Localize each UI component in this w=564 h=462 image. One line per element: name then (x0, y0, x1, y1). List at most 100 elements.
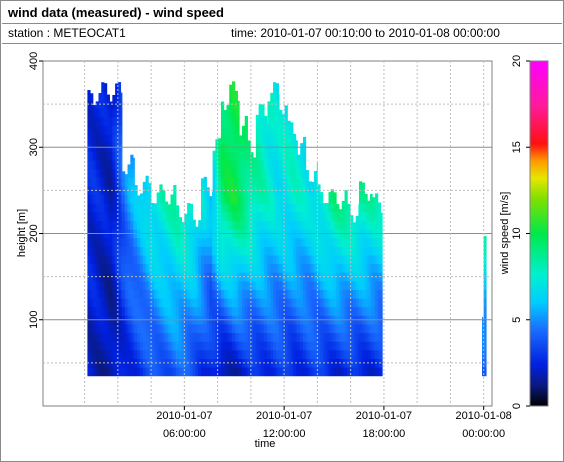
heatmap-cell (367, 246, 371, 256)
heatmap-cell (300, 151, 304, 161)
heatmap-cell (344, 349, 348, 359)
heatmap-cell (295, 194, 298, 204)
heatmap-cell (317, 184, 321, 187)
heatmap-cell (316, 358, 318, 368)
heatmap-cell (234, 367, 238, 377)
heatmap-cell (178, 289, 182, 299)
heatmap-cell (104, 289, 108, 299)
heatmap-cell (308, 324, 312, 334)
heatmap-cell (130, 177, 134, 187)
heatmap-cell (244, 272, 248, 282)
heatmap-cell (295, 168, 298, 178)
heatmap-cell (98, 280, 102, 290)
heatmap-cell (120, 186, 123, 196)
heatmap-cell (206, 211, 210, 221)
heatmap-cell (178, 341, 182, 351)
heatmap-cell (247, 255, 251, 265)
heatmap-cell (206, 306, 210, 316)
heatmap-cell (229, 289, 233, 299)
heatmap-cell (218, 367, 222, 377)
heatmap-cell (184, 220, 188, 230)
heatmap-cell (124, 186, 128, 196)
heatmap-cell (273, 341, 277, 351)
heatmap-cell (341, 349, 345, 359)
heatmap-cell (375, 332, 379, 342)
heatmap-cell (344, 358, 348, 368)
heatmap-cell (287, 134, 291, 144)
heatmap-cell (101, 298, 105, 308)
heatmap-cell (314, 170, 318, 178)
heatmap-cell (355, 306, 359, 316)
heatmap-cell (305, 341, 309, 351)
heatmap-cell (380, 237, 383, 247)
heatmap-cell (127, 341, 131, 351)
heatmap-cell (370, 289, 373, 299)
heatmap-cell (244, 298, 248, 308)
heatmap-cell (203, 263, 207, 273)
heatmap-cell (328, 341, 332, 351)
heatmap-cell (145, 177, 149, 187)
heatmap-cell (247, 186, 251, 196)
heatmap-cell (308, 255, 312, 265)
heatmap-cell (375, 237, 379, 247)
heatmap-cell (234, 151, 238, 161)
heatmap-cell (358, 255, 360, 265)
heatmap-cell (137, 349, 141, 359)
heatmap-cell (328, 280, 332, 290)
heatmap-cell (198, 255, 202, 265)
heatmap-cell (120, 211, 123, 221)
heatmap-cell (98, 324, 102, 334)
heatmap-cell (302, 237, 307, 247)
heatmap-cell (290, 324, 294, 334)
heatmap-cell (232, 151, 236, 161)
heatmap-cell (192, 306, 196, 316)
heatmap-cell (220, 108, 225, 118)
heatmap-cell (212, 186, 216, 196)
heatmap-cell (212, 341, 214, 351)
heatmap-cell (358, 289, 363, 299)
heatmap-cell (355, 237, 359, 247)
heatmap-cell (328, 194, 332, 204)
heatmap-cell (209, 358, 213, 368)
heatmap-cell (258, 203, 262, 213)
heatmap-cell (293, 133, 297, 135)
heatmap-cell (253, 246, 257, 256)
heatmap-cell (106, 177, 110, 187)
heatmap-cell (250, 289, 254, 299)
heatmap-cell (293, 151, 297, 161)
heatmap-cell (164, 298, 169, 308)
heatmap-cell (192, 220, 196, 230)
heatmap-cell (287, 263, 291, 273)
heatmap-cell (372, 255, 376, 265)
heatmap-cell (302, 255, 307, 265)
heatmap-cell (87, 160, 91, 170)
heatmap-cell (305, 367, 309, 377)
heatmap-cell (275, 177, 279, 187)
heatmap-cell (101, 194, 105, 204)
heatmap-cell (115, 367, 119, 377)
heatmap-cell (181, 298, 185, 308)
heatmap-cell (178, 255, 182, 265)
heatmap-cell (333, 280, 337, 290)
heatmap-cell (226, 341, 230, 351)
heatmap-cell (95, 349, 99, 359)
heatmap-cell (95, 237, 99, 247)
heatmap-cell (316, 203, 318, 213)
heatmap-cell (290, 211, 294, 221)
heatmap-cell (134, 324, 138, 334)
heatmap-cell (316, 306, 318, 316)
heatmap-cell (104, 194, 108, 204)
heatmap-cell (370, 203, 373, 213)
heatmap-cell (308, 194, 312, 204)
heatmap-cell (244, 263, 248, 273)
heatmap-cell (120, 177, 123, 187)
heatmap-cell (279, 349, 283, 359)
heatmap-cell (90, 134, 94, 144)
heatmap-cell (261, 255, 265, 265)
heatmap-cell (140, 246, 144, 256)
heatmap-cell (220, 186, 225, 196)
heatmap-cell (124, 237, 128, 247)
heatmap-cell (124, 289, 128, 299)
heatmap-cell (117, 341, 122, 351)
heatmap-cell (336, 367, 340, 377)
